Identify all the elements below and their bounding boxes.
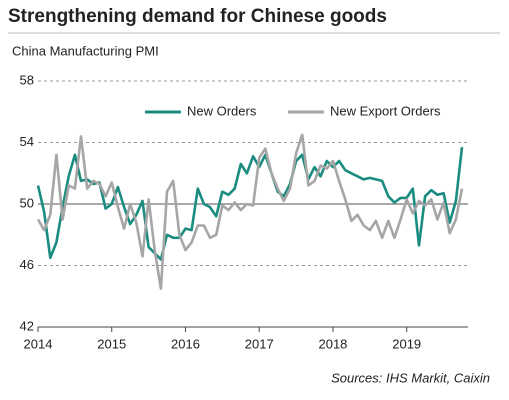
legend-label: New Export Orders (330, 103, 441, 118)
legend-label: New Orders (187, 103, 257, 118)
chart-title: Strengthening demand for Chinese goods (8, 6, 387, 27)
y-tick-label: 42 (20, 318, 34, 333)
x-tick-label: 2019 (392, 336, 421, 351)
x-tick-label: 2015 (97, 336, 126, 351)
data-line (36, 133, 464, 290)
y-tick-label: 54 (20, 134, 34, 149)
y-tick-label: 58 (20, 72, 34, 87)
chart-subtitle: China Manufacturing PMI (12, 43, 159, 58)
x-tick-label: 2016 (171, 336, 200, 351)
x-tick-label: 2018 (318, 336, 347, 351)
x-tick-label: 2014 (24, 336, 53, 351)
x-tick-label: 2017 (245, 336, 274, 351)
data-line (36, 146, 464, 261)
source-note: Sources: IHS Markit, Caixin (331, 370, 490, 385)
y-tick-label: 46 (20, 257, 34, 272)
y-tick-label: 50 (20, 195, 34, 210)
